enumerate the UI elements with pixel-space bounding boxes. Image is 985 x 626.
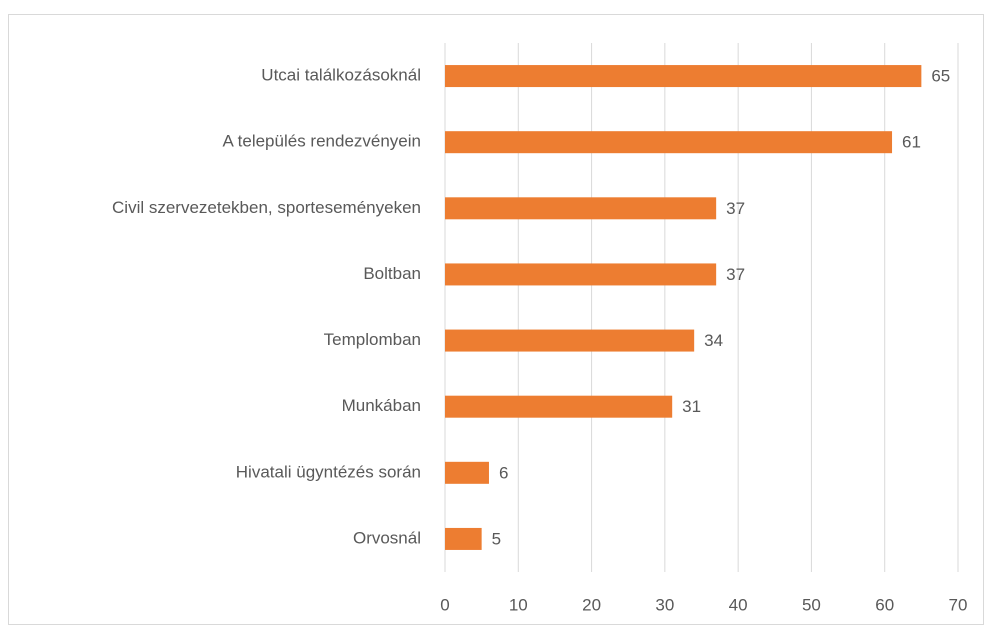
y-tick-label: Orvosnál (353, 528, 421, 547)
x-tick-label: 60 (875, 595, 894, 614)
value-label: 31 (682, 397, 701, 416)
value-label: 65 (931, 67, 950, 86)
bar (445, 131, 893, 154)
x-tick-label: 20 (582, 595, 601, 614)
y-tick-label: Civil szervezetekben, sporteseményeken (112, 198, 421, 217)
x-tick-label: 30 (655, 595, 674, 614)
x-tick-label: 0 (440, 595, 449, 614)
x-tick-label: 40 (729, 595, 748, 614)
y-tick-label: Munkában (342, 396, 421, 415)
bar (445, 395, 673, 418)
y-tick-label: A település rendezvényein (223, 132, 421, 151)
value-label: 61 (902, 133, 921, 152)
value-label: 37 (726, 265, 745, 284)
y-tick-label: Boltban (363, 264, 421, 283)
chart-border (8, 14, 984, 625)
bar (445, 329, 695, 352)
bar (445, 197, 717, 220)
bar (445, 65, 922, 88)
value-label: 34 (704, 331, 723, 350)
bar (445, 263, 717, 286)
x-tick-label: 10 (509, 595, 528, 614)
x-tick-label: 50 (802, 595, 821, 614)
bar (445, 461, 489, 484)
x-tick-label: 70 (949, 595, 968, 614)
value-label: 5 (492, 529, 501, 548)
value-label: 37 (726, 199, 745, 218)
y-tick-label: Utcai találkozásoknál (261, 66, 421, 85)
value-label: 6 (499, 463, 508, 482)
bar (445, 527, 482, 550)
y-tick-label: Hivatali ügyntézés során (236, 462, 421, 481)
y-tick-label: Templomban (324, 330, 421, 349)
